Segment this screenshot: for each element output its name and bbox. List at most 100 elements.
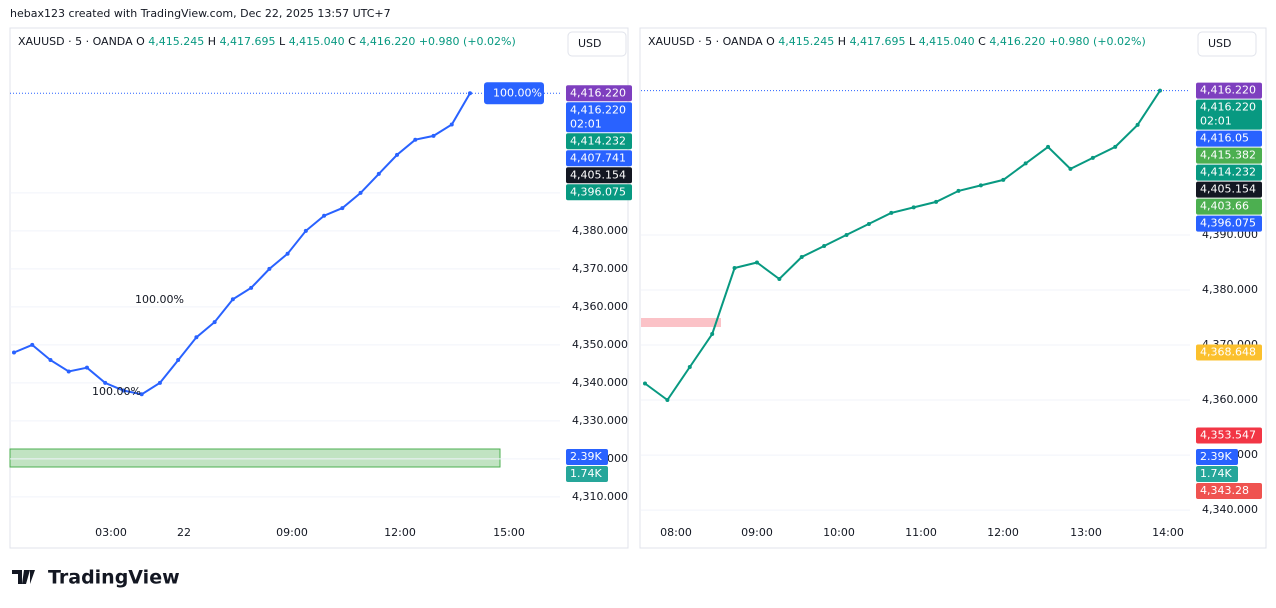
price-line	[644, 90, 1161, 402]
volume-badge	[566, 449, 608, 465]
close-point	[1023, 161, 1028, 166]
y-tick-label: 4,340.000	[572, 376, 628, 389]
close-point	[449, 122, 454, 127]
price-badge-label: 4,415.382	[1200, 149, 1256, 162]
currency[interactable]: USD	[578, 37, 602, 50]
close-point	[249, 285, 254, 290]
price-badge-label: 4,407.741	[570, 151, 626, 164]
close-point	[1046, 144, 1051, 149]
price-badge	[1196, 427, 1262, 444]
x-tick-label: 11:00	[905, 526, 937, 539]
close-point	[176, 358, 181, 363]
annotation: 100.00%	[135, 293, 184, 306]
currency-button[interactable]	[1197, 31, 1257, 57]
x-tick-label: 12:00	[987, 526, 1019, 539]
price-badge-label: 4,414.232	[570, 134, 626, 147]
volume-badge-label: 1.74K	[1200, 467, 1232, 480]
close-point	[866, 221, 871, 226]
price-badge	[1196, 181, 1262, 198]
y-tick-label: 4,370.000	[572, 262, 628, 275]
close-point	[687, 365, 692, 370]
ohlc-key: H	[838, 35, 846, 48]
price-badge	[1196, 130, 1262, 147]
close-point	[139, 392, 144, 397]
volume-badge-label: 1.74K	[570, 467, 602, 480]
price-badge-label: 4,416.220	[570, 86, 626, 99]
close-point	[157, 380, 162, 385]
price-badge-label: 4,396.075	[1200, 217, 1256, 230]
change: +0.980 (+0.02%)	[1049, 35, 1146, 48]
close-point	[1090, 155, 1095, 160]
ohlc-value: 4,415.245	[148, 35, 204, 48]
close-point	[732, 265, 737, 270]
close-point	[48, 358, 53, 363]
countdown: 02:01	[570, 117, 602, 130]
close-point	[358, 190, 363, 195]
close-point	[710, 332, 715, 336]
currency-button[interactable]	[567, 31, 627, 57]
price-badge-label: 4,396.075	[570, 185, 626, 198]
close-point	[643, 381, 647, 386]
close-point	[413, 137, 418, 142]
y-tick-label: 4,380.000	[572, 224, 628, 237]
close-point	[303, 228, 308, 233]
price-badge	[566, 184, 632, 201]
zone-box	[641, 318, 721, 327]
annotation-badge	[484, 82, 544, 105]
price-badge-label: 4,405.154	[570, 168, 626, 181]
ohlc-value: 4,416.220	[359, 35, 415, 48]
ohlc-value: 4,417.695	[220, 35, 276, 48]
price-line	[13, 92, 471, 396]
close-point	[84, 365, 89, 370]
ohlc-value: 4,415.040	[919, 35, 975, 48]
ohlc-key: L	[279, 35, 286, 48]
close-point	[911, 205, 916, 210]
close-point	[1135, 122, 1140, 127]
price-badge-label: 4,416.220	[1200, 101, 1256, 114]
close-point	[121, 388, 126, 393]
price-badge	[1196, 344, 1262, 361]
y-tick-label: 4,310.000	[572, 490, 628, 503]
y-tick-label: 4,350.000	[572, 338, 628, 351]
price-badge	[1196, 198, 1262, 215]
close-point	[340, 206, 345, 211]
x-tick-label: 09:00	[741, 526, 773, 539]
volume-badge-label: 2.39K	[570, 450, 602, 463]
logo: TradingView	[12, 567, 180, 589]
x-tick-label: 08:00	[660, 526, 692, 539]
currency[interactable]: USD	[1208, 37, 1232, 50]
price-badge	[566, 133, 632, 150]
legend: XAUUSD · 5 · OANDA O 4,415.245 H 4,417.6…	[18, 35, 516, 48]
price-badge-label: 4,405.154	[1200, 183, 1256, 196]
ohlc-key: O	[766, 35, 775, 48]
symbol: XAUUSD · 5 · OANDA	[18, 35, 133, 48]
x-tick-label: 14:00	[1152, 526, 1184, 539]
ohlc-value: 4,416.220	[989, 35, 1045, 48]
volume-badge	[1196, 449, 1238, 465]
ohlc-key: H	[208, 35, 216, 48]
close-point	[799, 254, 804, 259]
y-tick-label: 4,380.000	[1202, 283, 1258, 296]
price-badge	[566, 167, 632, 184]
price-badge	[1196, 147, 1262, 164]
zone-box	[9, 448, 501, 468]
price-badge	[1196, 99, 1262, 130]
logo-icon	[12, 570, 35, 584]
price-badge-label: 4,416.05	[1200, 132, 1249, 145]
close-point	[934, 199, 939, 204]
close-point	[66, 369, 71, 374]
countdown: 02:01	[1200, 115, 1232, 128]
price-badge-label: 4,353.547	[1200, 429, 1256, 442]
close-point	[376, 171, 381, 176]
annotation: 100.00%	[493, 86, 542, 99]
x-tick-label: 22	[177, 526, 191, 539]
volume-badge	[566, 466, 608, 482]
price-badge-label: 4,368.648	[1200, 345, 1256, 358]
close-point	[194, 335, 199, 340]
x-tick-label: 15:00	[493, 526, 525, 539]
close-point	[665, 398, 670, 403]
legend: XAUUSD · 5 · OANDA O 4,415.245 H 4,417.6…	[648, 35, 1146, 48]
x-tick-label: 03:00	[95, 526, 127, 539]
y-tick-label: 4,360.000	[1202, 393, 1258, 406]
volume-badge	[1196, 483, 1262, 499]
